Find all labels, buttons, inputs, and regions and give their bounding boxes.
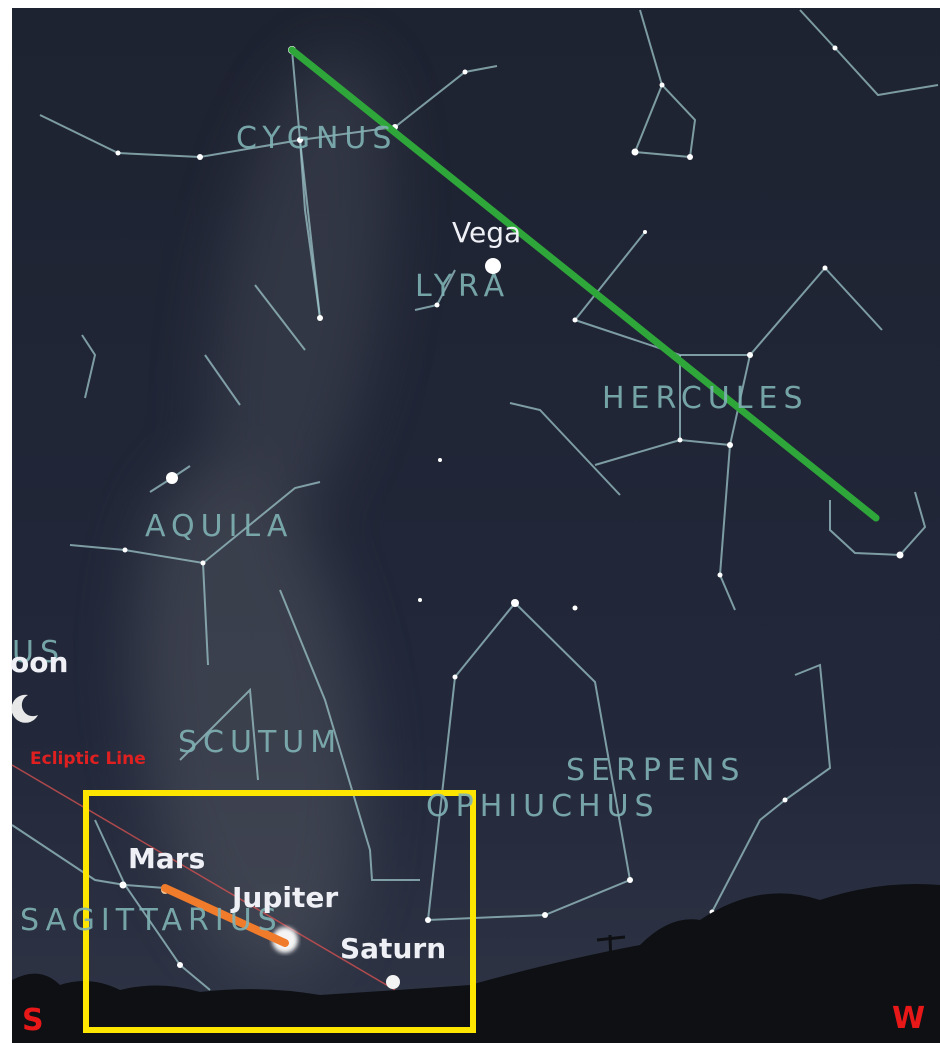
star <box>453 675 458 680</box>
star <box>116 151 121 156</box>
star <box>632 149 639 156</box>
planet-label: Saturn <box>340 932 446 965</box>
constellation-label: OPHIUCHUS <box>426 789 660 824</box>
star <box>783 798 788 803</box>
star <box>833 46 838 51</box>
planet-label: Jupiter <box>230 881 338 914</box>
star <box>747 352 753 358</box>
power-pole <box>610 935 612 1000</box>
star <box>425 917 431 923</box>
direction-label: W <box>892 1001 925 1036</box>
star <box>823 266 828 271</box>
constellation-label: LYRA <box>415 269 510 304</box>
planet-label: Mars <box>128 842 205 875</box>
saturn-dot <box>386 975 400 989</box>
star <box>123 548 128 553</box>
body: {"constellations": ["CYGNUS", "LYRA", "H… <box>0 0 940 1043</box>
star <box>643 230 647 234</box>
star <box>897 552 904 559</box>
constellation-label: AQUILA <box>145 509 293 544</box>
star <box>197 154 203 160</box>
star <box>418 598 422 602</box>
star <box>463 70 468 75</box>
star <box>542 912 548 918</box>
star <box>678 438 683 443</box>
star <box>317 315 323 321</box>
constellation-label: HERCULES <box>602 381 808 416</box>
star <box>438 458 442 462</box>
star <box>166 472 178 484</box>
star <box>687 154 693 160</box>
star <box>177 962 183 968</box>
page: Sky chart html, body { margin: 0; paddin… <box>0 0 940 1043</box>
star <box>511 599 519 607</box>
constellation-label: SCUTUM <box>178 725 342 760</box>
star <box>727 442 733 448</box>
moon-label: oon <box>10 646 68 679</box>
star <box>660 83 665 88</box>
direction-label: S <box>22 1003 44 1038</box>
star <box>573 318 578 323</box>
star <box>718 573 723 578</box>
ecliptic-label: Ecliptic Line <box>30 749 146 769</box>
sky-chart: CYGNUS LYRA HERCULES AQUILA SCUTUM SERPE… <box>0 0 940 1043</box>
star <box>120 882 127 889</box>
star <box>573 606 578 611</box>
star-label: Vega <box>452 216 521 249</box>
star <box>627 877 633 883</box>
star <box>201 561 206 566</box>
constellation-label: SERPENS <box>566 753 745 788</box>
constellation-label: CYGNUS <box>236 121 397 156</box>
